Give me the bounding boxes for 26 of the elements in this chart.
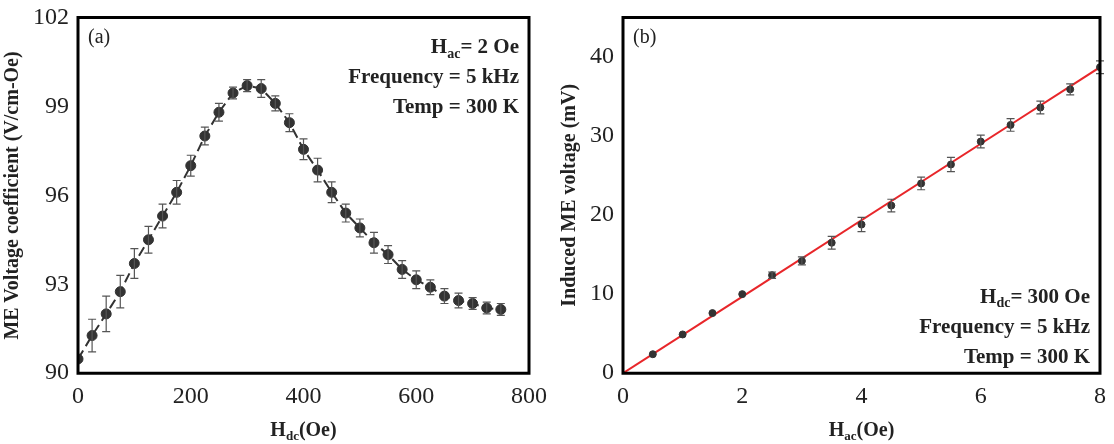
annotation: Frequency = 5 kHz [919, 314, 1091, 339]
x-tick-label: 8 [1094, 381, 1106, 408]
x-tick-label: 4 [855, 381, 868, 408]
annotation: (b) [633, 25, 657, 49]
y-tick-label: 10 [590, 279, 614, 306]
x-tick-label: 600 [398, 381, 435, 408]
x-tick-label: 2 [736, 381, 749, 408]
annotation: Temp = 300 K [392, 94, 520, 119]
y-axis-title: ME Voltage coefficient (V/cm-Oe) [0, 51, 23, 340]
y-tick-label: 93 [45, 269, 69, 296]
y-axis-title: Induced ME voltage (mV) [557, 83, 580, 307]
y-tick-label: 0 [602, 358, 614, 385]
x-tick-label: 6 [974, 381, 987, 408]
x-tick-label: 400 [285, 381, 322, 408]
x-tick-label: 800 [511, 381, 547, 408]
y-tick-label: 90 [45, 358, 69, 385]
y-tick-label: 102 [33, 2, 69, 29]
annotation: Temp = 300 K [963, 344, 1091, 369]
annotation: (a) [88, 25, 111, 49]
y-tick-label: 40 [590, 42, 614, 69]
y-tick-label: 96 [45, 180, 69, 207]
x-tick-label: 200 [172, 381, 209, 408]
y-tick-label: 20 [590, 200, 614, 227]
y-tick-label: 99 [45, 91, 69, 118]
annotation: Frequency = 5 kHz [348, 64, 520, 89]
y-tick-label: 30 [590, 121, 614, 148]
